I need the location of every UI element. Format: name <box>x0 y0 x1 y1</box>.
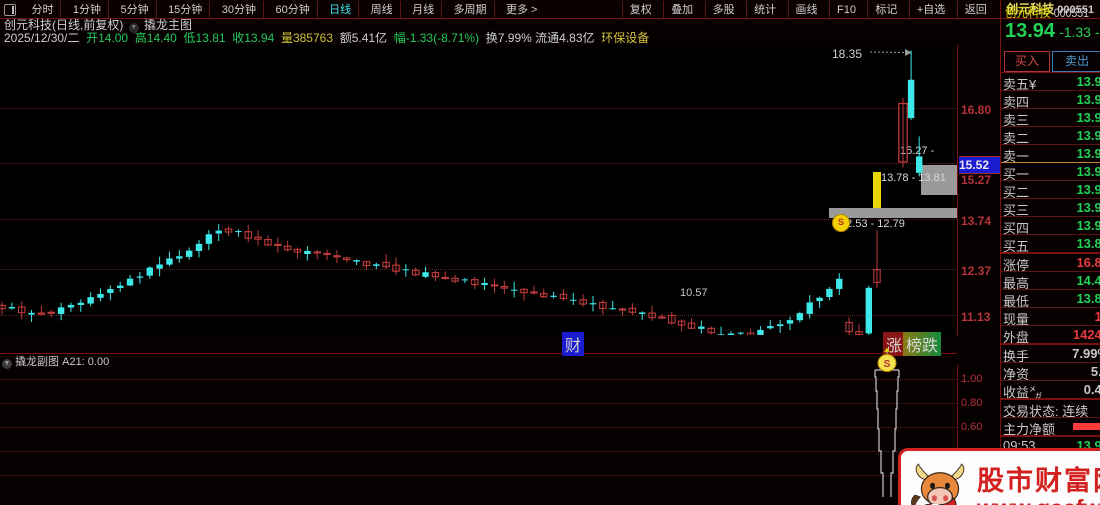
svg-text:S: S <box>884 359 891 370</box>
